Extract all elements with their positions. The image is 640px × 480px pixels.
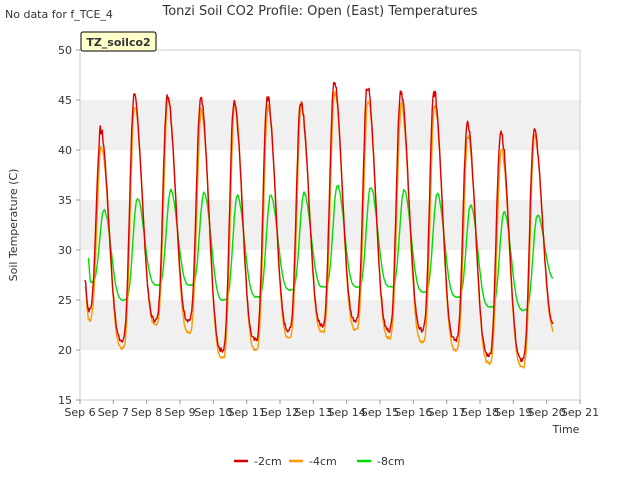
y-tick-label: 50 (58, 44, 72, 57)
y-tick-label: 30 (58, 244, 72, 257)
y-tick-label: 35 (58, 194, 72, 207)
chart-title: Tonzi Soil CO2 Profile: Open (East) Temp… (161, 4, 477, 19)
legend: -2cm -4cm -8cm (234, 455, 405, 468)
legend-label: -8cm (377, 455, 405, 468)
grid-band (80, 100, 580, 150)
y-tick-label: 45 (58, 94, 72, 107)
no-data-note: No data for f_TCE_4 (5, 8, 113, 21)
x-tick-label: Sep 9 (164, 406, 195, 419)
x-tick-label: Sep 20 (528, 406, 566, 419)
x-tick-label: Sep 19 (494, 406, 532, 419)
x-tick-label: Sep 11 (228, 406, 266, 419)
x-tick-label: Sep 8 (131, 406, 162, 419)
x-tick-label: Sep 6 (64, 406, 95, 419)
y-tick-label: 40 (58, 144, 72, 157)
plot-area (79, 49, 581, 401)
legend-label: -4cm (309, 455, 337, 468)
x-tick-label: Sep 7 (98, 406, 129, 419)
x-tick-label: Sep 12 (261, 406, 299, 419)
site-badge: TZ_soilco2 (80, 31, 157, 52)
y-axis-label: Soil Temperature (C) (7, 169, 20, 282)
x-tick-label: Sep 21 (561, 406, 599, 419)
y-axis: 15 20 25 30 35 40 45 50 (58, 44, 80, 407)
y-tick-label: 20 (58, 344, 72, 357)
legend-label: -2cm (254, 455, 282, 468)
grid-band (80, 300, 580, 350)
x-tick-label: Sep 16 (394, 406, 432, 419)
site-badge-label: TZ_soilco2 (86, 36, 150, 49)
y-tick-label: 25 (58, 294, 72, 307)
x-axis-label: Time (552, 423, 580, 436)
y-tick-label: 15 (58, 394, 72, 407)
site-badge-box (80, 31, 157, 52)
x-tick-label: Sep 13 (294, 406, 332, 419)
x-tick-label: Sep 14 (328, 406, 366, 419)
x-tick-label: Sep 18 (461, 406, 499, 419)
x-tick-label: Sep 10 (194, 406, 232, 419)
series-line-minus-2cm (84, 81, 554, 363)
x-tick-label: Sep 15 (361, 406, 399, 419)
x-tick-label: Sep 17 (428, 406, 466, 419)
series-lines (84, 81, 554, 369)
